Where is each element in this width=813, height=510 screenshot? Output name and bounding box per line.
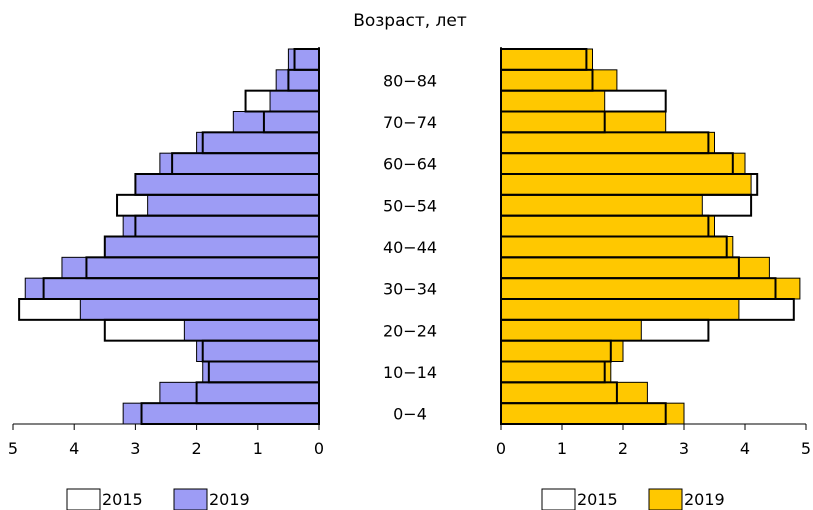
bar-left-2019-12 <box>159 152 320 175</box>
bar-left-2019-15 <box>269 90 320 112</box>
x-tick-label-right-1: 1 <box>557 439 567 458</box>
left-panel: 5 4 3 2 1 0 <box>8 47 324 458</box>
bar-left-2019-1 <box>159 381 320 404</box>
x-tick-label-right-4: 4 <box>740 439 750 458</box>
bar-right-2019-12 <box>500 152 746 175</box>
age-label-0: 0−4 <box>393 405 427 424</box>
age-label-8: 40−44 <box>383 238 437 257</box>
bar-left-2019-6 <box>24 277 320 300</box>
legends: 2015 2019 2015 2019 <box>66 488 725 510</box>
bar-right-2019-4 <box>500 319 642 342</box>
x-tick-label-right-0: 0 <box>496 439 506 458</box>
age-label-10: 50−54 <box>383 196 437 215</box>
bar-left-2019-3 <box>196 340 320 362</box>
bar-left-2019-7 <box>61 256 320 279</box>
bar-right-2019-10 <box>500 194 703 217</box>
bar-left-2019-11 <box>134 173 320 196</box>
bar-right-2019-9 <box>500 215 715 238</box>
chart-title: Возраст, лет <box>353 11 467 31</box>
age-label-2: 10−14 <box>383 363 437 382</box>
age-label-12: 60−64 <box>383 155 437 174</box>
bar-left-2019-4 <box>183 319 320 342</box>
x-tick-label-right-2: 2 <box>618 439 628 458</box>
bar-left-2019-13 <box>196 131 320 154</box>
bar-right-2019-7 <box>500 256 770 279</box>
legend-label-right-2015: 2015 <box>577 490 618 509</box>
bar-right-2019-5 <box>500 298 740 321</box>
bar-left-2019-16 <box>275 69 320 92</box>
bar-right-2019-0 <box>500 402 685 425</box>
x-tick-label-left-5: 0 <box>314 439 324 458</box>
legend-swatch-left-2015 <box>66 488 101 510</box>
legend-swatch-right-2015 <box>541 488 576 510</box>
x-tick-label-right-3: 3 <box>679 439 689 458</box>
age-label-6: 30−34 <box>383 280 437 299</box>
bar-right-2019-14 <box>500 111 667 133</box>
legend-label-right-2019: 2019 <box>684 490 725 509</box>
bar-right-2019-11 <box>500 173 752 196</box>
legend-label-left-2015: 2015 <box>102 490 143 509</box>
x-tick-label-left-2: 3 <box>130 439 140 458</box>
bar-left-2019-14 <box>232 111 320 133</box>
bar-right-2019-15 <box>500 90 606 112</box>
bar-left-2019-0 <box>122 402 320 425</box>
age-labels: 0−4 10−14 20−24 30−34 40−44 50−54 60−64 70−74 80… <box>383 71 437 423</box>
bar-left-2019-5 <box>79 298 320 321</box>
bar-right-2019-8 <box>500 236 734 258</box>
bar-right-2019-6 <box>500 277 801 300</box>
bar-left-2019-17 <box>287 48 320 71</box>
age-label-16: 80−84 <box>383 71 437 90</box>
x-tick-label-right-5: 5 <box>801 439 811 458</box>
bar-right-2019-1 <box>500 381 648 404</box>
bar-left-2019-9 <box>122 215 320 238</box>
legend-label-left-2019: 2019 <box>209 490 250 509</box>
bar-right-2019-16 <box>500 69 618 92</box>
x-tick-label-left-3: 2 <box>192 439 202 458</box>
right-panel: 0 1 2 3 4 5 <box>496 47 811 458</box>
legend-swatch-left-2019 <box>173 488 208 510</box>
bar-left-2019-2 <box>202 361 320 383</box>
bar-left-2019-8 <box>104 236 320 258</box>
x-tick-label-left-1: 4 <box>69 439 79 458</box>
age-label-14: 70−74 <box>383 113 437 132</box>
bar-right-2019-3 <box>500 340 624 362</box>
x-tick-label-left-4: 1 <box>253 439 263 458</box>
age-label-4: 20−24 <box>383 321 437 340</box>
bar-right-2019-13 <box>500 131 715 154</box>
bar-left-2019-10 <box>147 194 320 217</box>
legend-swatch-right-2019 <box>648 488 683 510</box>
bar-right-2019-17 <box>500 48 593 71</box>
x-tick-label-left-0: 5 <box>8 439 18 458</box>
bar-right-2019-2 <box>500 361 612 383</box>
